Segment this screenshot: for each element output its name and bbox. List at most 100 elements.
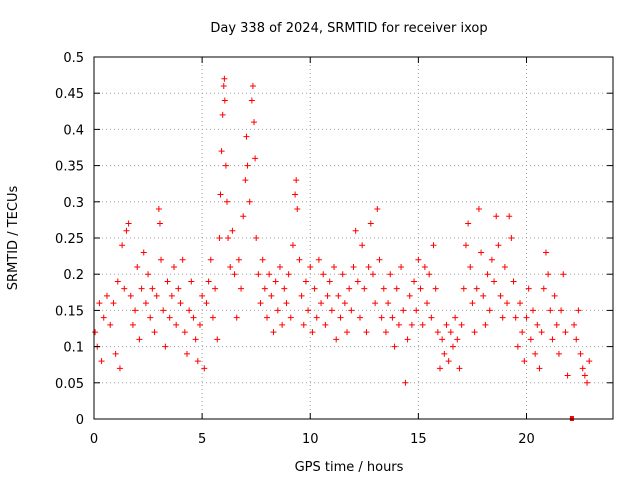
data-point — [491, 278, 498, 285]
data-point — [346, 285, 353, 292]
data-point — [562, 329, 569, 336]
data-point — [320, 271, 327, 278]
data-point — [138, 285, 145, 292]
data-point — [341, 300, 348, 307]
data-point — [493, 213, 500, 220]
data-point — [586, 358, 593, 365]
data-point — [285, 271, 292, 278]
data-point — [510, 278, 517, 285]
data-point — [287, 314, 294, 321]
data-point — [140, 249, 147, 256]
data-point — [205, 278, 212, 285]
data-point — [173, 321, 180, 328]
x-axis-label: GPS time / hours — [295, 460, 404, 475]
data-point — [523, 314, 530, 321]
data-point — [121, 285, 128, 292]
data-point — [238, 285, 245, 292]
y-tick-label: 0.3 — [63, 196, 84, 211]
data-point — [460, 285, 467, 292]
data-point — [294, 206, 301, 213]
data-point — [307, 263, 314, 270]
data-point — [119, 242, 126, 249]
data-point — [252, 155, 259, 162]
data-point — [326, 278, 333, 285]
data-point — [318, 300, 325, 307]
data-point — [296, 256, 303, 263]
y-tick-label: 0.5 — [63, 51, 84, 66]
data-point — [501, 263, 508, 270]
data-point — [571, 321, 578, 328]
data-point — [497, 292, 504, 299]
data-point — [156, 220, 163, 227]
data-point — [441, 350, 448, 357]
data-point — [529, 307, 536, 314]
data-point — [449, 343, 456, 350]
data-point — [525, 285, 532, 292]
data-point — [478, 249, 485, 256]
data-point — [166, 314, 173, 321]
data-point — [389, 314, 396, 321]
y-axis-label: SRMTID / TECUs — [6, 186, 21, 291]
data-point — [221, 97, 228, 104]
x-tick-label: 15 — [410, 432, 427, 447]
data-point — [264, 314, 270, 321]
data-point — [344, 329, 351, 336]
x-tick-label: 10 — [302, 432, 319, 447]
data-point — [584, 379, 591, 386]
data-point — [335, 292, 342, 299]
data-point — [363, 329, 370, 336]
data-point — [281, 285, 288, 292]
data-point — [454, 336, 461, 343]
data-point — [203, 300, 210, 307]
data-point — [465, 220, 472, 227]
data-point — [190, 314, 197, 321]
data-point — [259, 256, 266, 263]
data-point — [149, 285, 156, 292]
data-point — [221, 75, 228, 82]
data-point — [240, 213, 247, 220]
data-point — [408, 321, 415, 328]
data-point — [361, 285, 368, 292]
data-point — [437, 365, 443, 372]
data-point — [469, 300, 476, 307]
data-point — [400, 307, 407, 314]
data-point — [404, 336, 411, 343]
data-point — [270, 329, 277, 336]
data-point — [231, 271, 238, 278]
data-point — [428, 314, 435, 321]
plot-frame — [93, 56, 614, 420]
data-point — [249, 82, 256, 89]
data-point — [534, 321, 541, 328]
data-point — [434, 329, 441, 336]
data-point — [395, 321, 402, 328]
data-point — [467, 263, 474, 270]
data-points — [92, 75, 593, 421]
y-tick-label: 0.2 — [63, 268, 84, 283]
data-point — [219, 111, 226, 118]
data-point — [445, 358, 452, 365]
data-point — [129, 321, 136, 328]
data-point — [225, 235, 232, 241]
data-point — [499, 314, 506, 321]
data-point — [142, 300, 149, 307]
data-point — [175, 285, 182, 292]
data-point — [527, 336, 534, 343]
y-tick-label: 0 — [76, 413, 84, 428]
data-point — [177, 300, 184, 307]
data-point — [419, 321, 426, 328]
data-point — [311, 285, 318, 292]
data-point — [279, 321, 286, 328]
data-point — [103, 292, 110, 299]
y-tick-label: 0.4 — [63, 123, 84, 138]
data-point — [417, 285, 424, 292]
data-point — [207, 256, 214, 263]
data-point — [484, 271, 491, 278]
data-point — [581, 372, 588, 379]
data-point — [558, 307, 565, 314]
data-point — [192, 336, 199, 343]
data-point — [378, 314, 385, 321]
data-point — [547, 307, 554, 314]
data-point — [253, 235, 260, 241]
data-point — [107, 321, 114, 328]
